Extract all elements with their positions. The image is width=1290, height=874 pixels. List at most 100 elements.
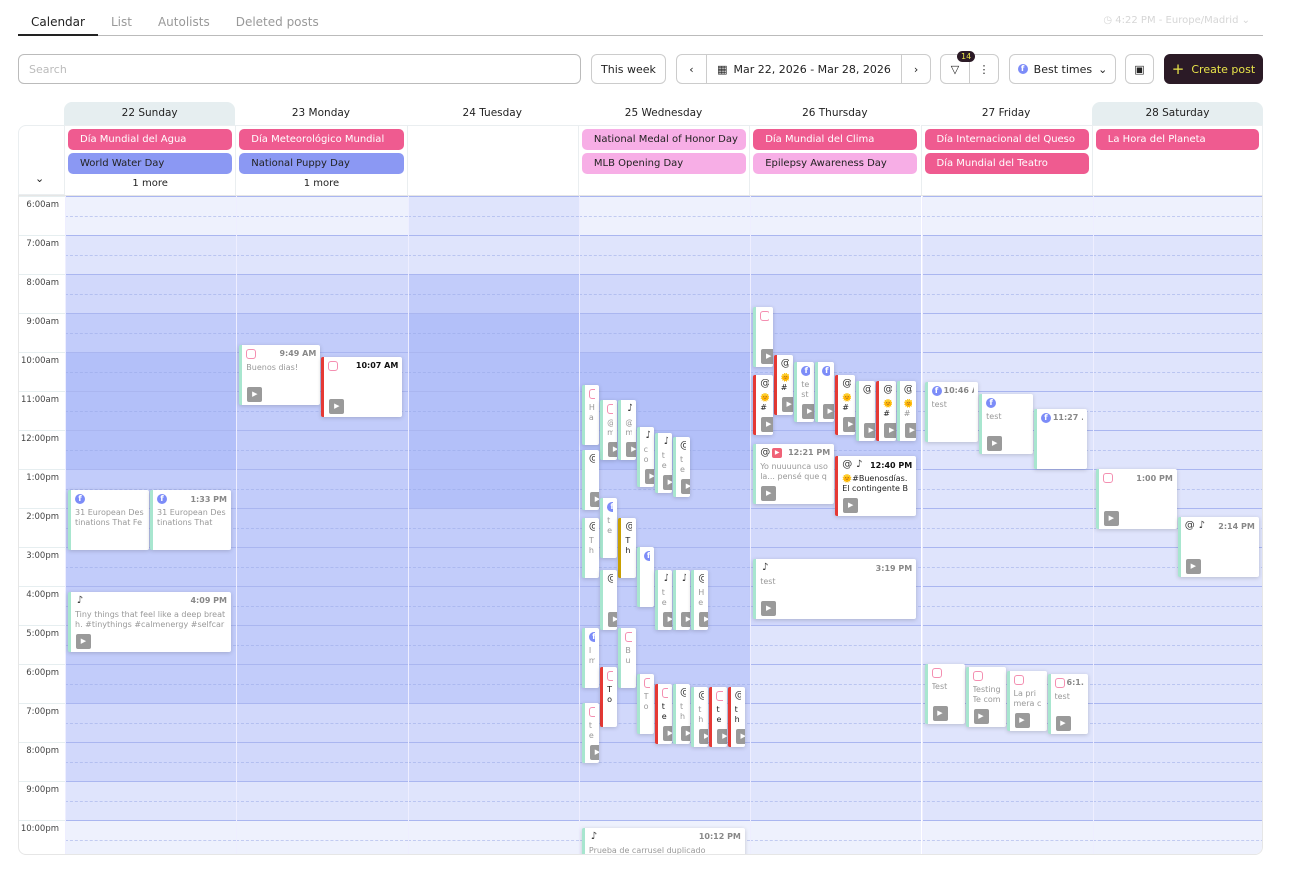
more-events-link[interactable]: 1 more [132, 178, 168, 189]
time-slot[interactable] [750, 196, 922, 235]
time-slot[interactable] [578, 235, 751, 274]
holiday-event[interactable]: Día Internacional del Queso [924, 129, 1089, 150]
time-slot[interactable] [65, 820, 237, 854]
post-card[interactable]: ♪12... test ▶ [654, 433, 672, 494]
post-card[interactable]: f1... ▶ [814, 361, 835, 422]
time-slot[interactable] [750, 274, 922, 313]
holiday-event[interactable]: National Puppy Day [239, 153, 404, 174]
post-card[interactable]: ♪ test ▶ [654, 569, 672, 630]
best-times-dropdown[interactable]: f Best times ⌄ [1009, 54, 1116, 84]
post-card[interactable]: @2:... Threads API [618, 517, 636, 578]
holiday-event[interactable]: National Medal of Honor Day [581, 129, 747, 150]
time-slot[interactable] [236, 235, 408, 274]
time-slot[interactable] [407, 391, 580, 430]
more-options-button[interactable]: ⋮ [970, 55, 998, 83]
time-slot[interactable] [236, 508, 408, 547]
time-slot[interactable] [236, 274, 408, 313]
post-card[interactable]: f test ▶ [794, 361, 814, 422]
time-slot[interactable] [921, 742, 1094, 781]
post-card[interactable]: ♪▶ [673, 569, 691, 630]
time-slot[interactable] [407, 196, 580, 235]
post-card[interactable]: @ 🌞 #Bu ▶ [753, 374, 773, 435]
date-range-picker[interactable]: ▦ Mar 22, 2026 - Mar 28, 2026 [707, 55, 903, 83]
holiday-event[interactable]: Día Mundial del Teatro [924, 153, 1089, 174]
post-card[interactable]: 6:... Tomor cal [636, 673, 654, 734]
post-card[interactable]: @ ♪ 2:14 PM ▶ [1177, 517, 1259, 578]
tab-calendar[interactable]: Calendar [18, 8, 98, 36]
time-slot[interactable] [750, 781, 922, 820]
time-slot[interactable] [578, 196, 751, 235]
post-card[interactable]: ♪11:14 A... @metricool_e ▶ [618, 400, 636, 461]
post-card[interactable]: Testing Te como hoy ▶ [965, 667, 1006, 728]
post-card[interactable]: 6 tes ▶ [654, 683, 672, 744]
time-slot[interactable] [65, 196, 237, 235]
post-card[interactable]: 10:07 AM ▶ [321, 356, 403, 417]
time-slot[interactable] [578, 781, 751, 820]
post-card[interactable]: @▶ [855, 381, 876, 442]
time-slot[interactable] [407, 547, 580, 586]
time-slot[interactable] [236, 625, 408, 664]
tab-autolists[interactable]: Autolists [157, 15, 210, 29]
create-post-button[interactable]: + Create post [1164, 54, 1263, 84]
time-slot[interactable] [1092, 352, 1262, 391]
time-slot[interactable] [1092, 703, 1262, 742]
time-slot[interactable] [921, 547, 1094, 586]
post-card[interactable]: @2... The API [581, 517, 600, 578]
post-card[interactable]: 1:00 PM ▶ [1095, 469, 1177, 529]
time-slot[interactable] [236, 742, 408, 781]
time-slot[interactable] [407, 586, 580, 625]
time-slot[interactable] [236, 781, 408, 820]
post-card[interactable]: 1... Ha ha [581, 384, 600, 445]
post-card[interactable]: 5:... Buong [618, 628, 636, 689]
time-slot[interactable] [65, 430, 237, 469]
time-slot[interactable] [750, 820, 922, 854]
tab-deleted-posts[interactable]: Deleted posts [235, 15, 319, 29]
time-slot[interactable] [65, 781, 237, 820]
time-slot[interactable] [1092, 430, 1262, 469]
time-slot[interactable] [1092, 391, 1262, 430]
time-slot[interactable] [1092, 664, 1262, 703]
time-slot[interactable] [1092, 742, 1262, 781]
next-week-button[interactable]: › [902, 55, 930, 83]
time-slot[interactable] [921, 196, 1094, 235]
post-card[interactable]: ♪ 3:19 PM test ▶ [753, 559, 917, 620]
time-slot[interactable] [750, 625, 922, 664]
time-slot[interactable] [407, 352, 580, 391]
time-slot[interactable] [407, 820, 580, 854]
time-slot[interactable] [407, 235, 580, 274]
time-slot[interactable] [750, 235, 922, 274]
time-slot[interactable] [921, 313, 1094, 352]
post-card[interactable]: @ 🌞 #Bu ▶ [835, 374, 855, 435]
more-events-link[interactable]: 1 more [303, 178, 340, 189]
time-slot[interactable] [65, 664, 237, 703]
time-slot[interactable] [65, 352, 237, 391]
time-slot[interactable] [65, 274, 237, 313]
post-card[interactable]: 6... Tor cal [600, 667, 618, 728]
time-slot[interactable] [65, 703, 237, 742]
time-slot[interactable] [578, 313, 751, 352]
time-slot[interactable] [236, 586, 408, 625]
time-slot[interactable] [921, 586, 1094, 625]
post-card[interactable]: @ ♪ 12:40 PM 🌞#Buenosdías. El contingente B… [835, 456, 917, 516]
time-slot[interactable] [407, 703, 580, 742]
time-slot[interactable] [1092, 274, 1262, 313]
time-slot[interactable] [750, 742, 922, 781]
collapse-chevron-icon[interactable]: ⌄ [35, 172, 45, 185]
time-slot[interactable] [407, 430, 580, 469]
time-slot[interactable] [65, 742, 237, 781]
time-slot[interactable] [1092, 196, 1262, 235]
time-slot[interactable] [921, 625, 1094, 664]
time-slot[interactable] [921, 469, 1094, 508]
post-card[interactable]: @3:... Heinz remove ▶ [691, 569, 709, 630]
post-card[interactable]: f5... Im di [581, 628, 600, 689]
holiday-event[interactable]: Día Mundial del Agua [68, 129, 233, 150]
this-week-button[interactable]: This week [591, 54, 666, 84]
post-card[interactable]: f 31 European Destinations That Feel More… [68, 490, 149, 551]
post-card[interactable]: f test ▶ [979, 394, 1033, 455]
time-slot[interactable] [578, 274, 751, 313]
time-slot[interactable] [921, 508, 1094, 547]
time-slot[interactable] [578, 352, 751, 391]
time-slot[interactable] [921, 820, 1094, 854]
time-slot[interactable] [65, 313, 237, 352]
post-card[interactable]: @3:... ▶ [600, 569, 618, 630]
